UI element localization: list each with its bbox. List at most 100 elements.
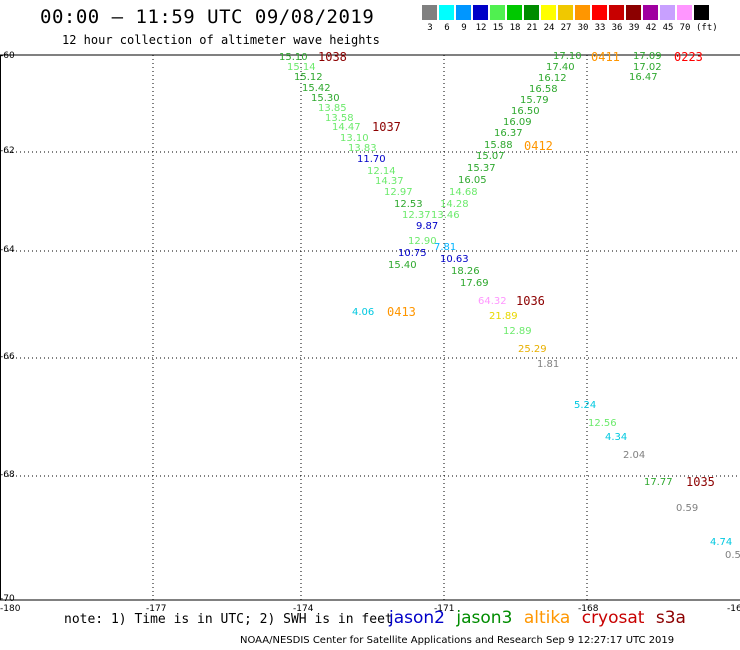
legend-swatch — [694, 5, 709, 20]
legend-swatch — [473, 5, 488, 20]
satellite-altika: altika — [523, 608, 571, 628]
legend-label: 45 — [662, 23, 674, 33]
legend-label: 21 — [526, 23, 538, 33]
legend-swatch — [490, 5, 505, 20]
legend-swatch — [575, 5, 590, 20]
satellite-s3a: s3a — [655, 608, 686, 628]
swh-value: 2.04 — [623, 450, 646, 461]
swh-value: 17.69 — [460, 278, 489, 289]
legend-swatch — [456, 5, 471, 20]
legend-label: 15 — [492, 23, 504, 33]
credit-line: NOAA/NESDIS Center for Satellite Applica… — [240, 635, 675, 646]
pass-id-label: 1038 — [318, 50, 347, 64]
legend-unit: (ft) — [696, 23, 718, 33]
legend-swatch — [558, 5, 573, 20]
lon-tick: -177 — [146, 604, 167, 614]
satellite-jason3: jason3 — [456, 608, 513, 628]
legend-label: 33 — [594, 23, 606, 33]
swh-value: 15.37 — [467, 163, 496, 174]
pass-id-label: 0413 — [387, 305, 416, 319]
lon-tick: -168 — [578, 604, 599, 614]
legend-swatch — [592, 5, 607, 20]
satellite-cryosat: cryosat — [581, 608, 645, 628]
swh-value: 14.28 — [440, 199, 469, 210]
swh-value: 4.74 — [710, 537, 733, 548]
swh-value: 15.88 — [484, 140, 513, 151]
swh-value: 13.46 — [431, 210, 460, 221]
swh-value: 25.29 — [518, 344, 547, 355]
lon-tick: -171 — [434, 604, 455, 614]
swh-value: 4.34 — [605, 432, 628, 443]
satellite-key: jason2 jason3 altika cryosat s3a — [389, 608, 692, 628]
legend-label: 6 — [444, 23, 450, 33]
legend-swatch — [677, 5, 692, 20]
swh-value: 17.10 — [553, 51, 582, 62]
legend-label: 42 — [645, 23, 657, 33]
legend-label: 27 — [560, 23, 572, 33]
lon-tick: -16 — [727, 604, 740, 614]
swh-value: 9.87 — [416, 221, 439, 232]
swh-value: 10.63 — [440, 254, 469, 265]
swh-value: 16.58 — [529, 84, 558, 95]
lat-tick: -70 — [0, 594, 15, 604]
pass-id-label: 1035 — [686, 475, 715, 489]
swh-value: 12.53 — [394, 199, 423, 210]
legend-swatch — [439, 5, 454, 20]
lon-tick: -180 — [0, 604, 21, 614]
swh-value: 15.42 — [302, 83, 331, 94]
legend-label: 39 — [628, 23, 640, 33]
pass-id-label: 1036 — [516, 294, 545, 308]
swh-value: 18.26 — [451, 266, 480, 277]
swh-value: 64.32 — [478, 296, 507, 307]
grid-lines — [0, 55, 740, 600]
lat-tick: -64 — [0, 245, 15, 255]
swh-value: 12.37 — [402, 210, 431, 221]
legend-label: 24 — [543, 23, 555, 33]
swh-value: 16.50 — [511, 106, 540, 117]
swh-value: 12.89 — [503, 326, 532, 337]
legend-swatch — [422, 5, 437, 20]
map-subtitle: 12 hour collection of altimeter wave hei… — [62, 33, 380, 47]
swh-value: 12.14 — [367, 166, 396, 177]
swh-value: 16.12 — [538, 73, 567, 84]
legend-label: 70 — [679, 23, 691, 33]
legend-swatch — [524, 5, 539, 20]
lat-tick: -62 — [0, 146, 15, 156]
satellite-jason2: jason2 — [389, 608, 445, 628]
swh-value: 17.09 — [633, 51, 662, 62]
swh-value: 12.97 — [384, 187, 413, 198]
swh-value: 12.90 — [408, 236, 437, 247]
pass-id-label: 0411 — [591, 50, 620, 64]
swh-value: 15.07 — [476, 151, 505, 162]
pass-id-label: 0412 — [524, 139, 553, 153]
legend-label: 12 — [475, 23, 487, 33]
legend-label: 9 — [461, 23, 467, 33]
legend-label: 30 — [577, 23, 589, 33]
swh-value: 16.05 — [458, 175, 487, 186]
swh-value: 14.68 — [449, 187, 478, 198]
units-note: note: 1) Time is in UTC; 2) SWH is in fe… — [64, 612, 393, 627]
swh-value: 16.09 — [503, 117, 532, 128]
swh-value: 12.56 — [588, 418, 617, 429]
swh-value: 5.24 — [574, 400, 597, 411]
swh-value: 13.58 — [325, 113, 354, 124]
swh-value: 7.81 — [434, 242, 457, 253]
legend-label: 36 — [611, 23, 623, 33]
map-border — [0, 54, 740, 601]
swh-value: 0.5 — [725, 550, 740, 561]
legend-swatch — [660, 5, 675, 20]
swh-value: 15.10 — [279, 52, 308, 63]
lat-tick: -60 — [0, 51, 15, 61]
pass-id-label: 0223 — [674, 50, 703, 64]
swh-value: 13.83 — [348, 143, 377, 154]
swh-value: 10.75 — [398, 248, 427, 259]
swh-value: 17.40 — [546, 62, 575, 73]
legend-label: 18 — [509, 23, 521, 33]
swh-value: 16.47 — [629, 72, 658, 83]
swh-value: 15.40 — [388, 260, 417, 271]
swh-value: 13.85 — [318, 103, 347, 114]
map-title: 00:00 – 11:59 UTC 09/08/2019 — [40, 6, 375, 28]
pass-id-label: 1037 — [372, 120, 401, 134]
swh-value: 17.02 — [633, 62, 662, 73]
